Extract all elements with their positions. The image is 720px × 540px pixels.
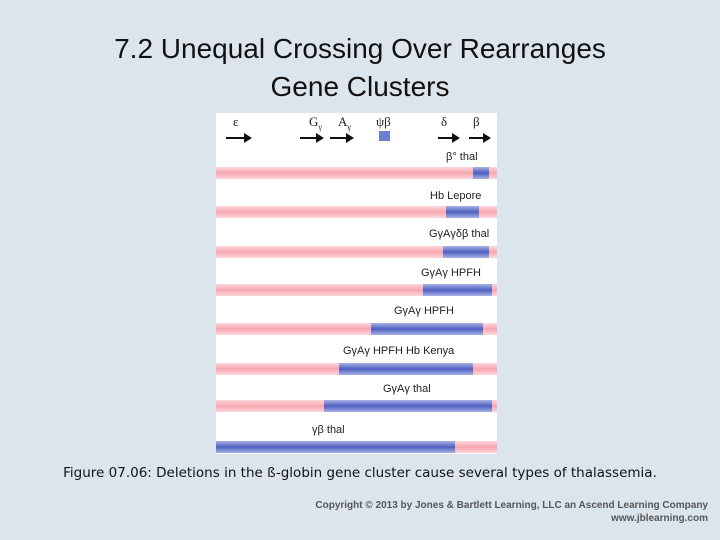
row-label: GγAγ HPFH — [394, 305, 454, 317]
deletion-row: GγAγ HPFH — [216, 302, 497, 336]
gene-label-beta: β — [473, 114, 480, 129]
row-label: GγAγ thal — [383, 383, 431, 395]
gene-arrow-delta — [438, 133, 460, 143]
copyright-notice: Copyright © 2013 by Jones & Bartlett Lea… — [315, 499, 708, 525]
deletion-row: β° thal — [216, 149, 497, 181]
title-line-1: 7.2 Unequal Crossing Over Rearranges — [114, 33, 606, 64]
slide-title: 7.2 Unequal Crossing Over Rearranges Gen… — [0, 30, 720, 106]
deletion-row: GγAγδβ thal — [216, 225, 497, 259]
deletion-row: GγAγ HPFH Hb Kenya — [216, 342, 497, 376]
row-label: β° thal — [446, 151, 478, 163]
deletion-segment — [423, 284, 492, 296]
deletion-segment — [324, 400, 492, 412]
deletion-segment — [443, 246, 489, 258]
chromosome-bar — [216, 363, 497, 375]
gene-label-epsilon: ε — [233, 114, 239, 129]
deletion-segment — [473, 167, 489, 179]
deletion-segment — [371, 323, 483, 335]
row-label: γβ thal — [312, 424, 345, 436]
row-label: GγAγ HPFH Hb Kenya — [343, 345, 455, 357]
chromosome-bar — [216, 284, 497, 296]
deletion-segment — [446, 206, 479, 218]
deletion-segment — [216, 441, 455, 453]
gene-label-a-gamma: Aγ — [338, 114, 351, 132]
gene-label-psi-beta: ψβ — [376, 114, 391, 129]
gene-arrow-epsilon — [226, 133, 252, 143]
row-label: GγAγ HPFH — [421, 267, 481, 279]
gene-label-delta: δ — [441, 114, 448, 129]
chromosome-bar — [216, 323, 497, 335]
chromosome-bar — [216, 246, 497, 258]
deletion-row: γβ thal — [216, 421, 497, 454]
chromosome-bar — [216, 206, 497, 218]
copyright-line-1: Copyright © 2013 by Jones & Bartlett Lea… — [315, 500, 708, 511]
copyright-line-2: www.jblearning.com — [611, 513, 708, 524]
row-label: Hb Lepore — [430, 190, 482, 202]
deletion-row: GγAγ thal — [216, 380, 497, 414]
gene-arrow-g-gamma — [300, 133, 324, 143]
deletion-row: GγAγ HPFH — [216, 264, 497, 298]
chromosome-bar — [216, 441, 497, 453]
deletion-segment — [339, 363, 473, 375]
deletion-row: Hb Lepore — [216, 187, 497, 219]
globin-deletion-figure: ε Gγ Aγ ψβ δ β β° thal Hb Lepore GγAγδβ … — [216, 113, 497, 454]
gene-arrow-beta — [469, 133, 491, 143]
title-line-2: Gene Clusters — [270, 71, 450, 102]
row-label: GγAγδβ thal — [429, 228, 490, 240]
chromosome-bar — [216, 400, 497, 412]
gene-label-g-gamma: Gγ — [309, 114, 322, 132]
figure-caption: Figure 07.06: Deletions in the ß-globin … — [63, 465, 657, 481]
chromosome-bar — [216, 167, 497, 179]
pseudogene-marker — [379, 131, 390, 141]
gene-arrow-a-gamma — [330, 133, 354, 143]
